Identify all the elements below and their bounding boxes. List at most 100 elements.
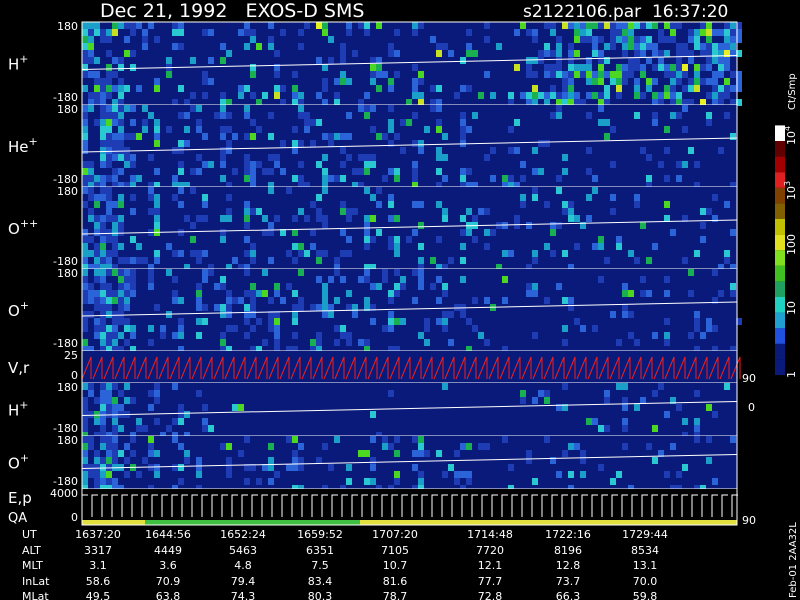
spectrogram-cell bbox=[94, 71, 100, 78]
axis-top: 180 bbox=[57, 185, 78, 198]
spectrogram-cell bbox=[106, 92, 112, 99]
spectrogram-cell bbox=[100, 332, 106, 339]
spectrogram-cell bbox=[82, 478, 88, 485]
spectrogram-cell bbox=[322, 78, 328, 85]
spectrogram-cell bbox=[730, 29, 736, 36]
spectrogram-cell bbox=[136, 418, 142, 425]
spectrogram-cell bbox=[556, 36, 562, 43]
spectrogram-cell bbox=[106, 236, 112, 243]
spectrogram-cell bbox=[508, 147, 514, 154]
spectrogram-cell bbox=[340, 325, 346, 332]
spectrogram-cell bbox=[526, 264, 532, 271]
spectrogram-cell bbox=[316, 92, 322, 99]
spectrogram-cell bbox=[652, 457, 658, 464]
spectrogram-cell bbox=[442, 311, 448, 318]
spectrogram-cell bbox=[88, 99, 94, 106]
spectrogram-cell bbox=[220, 229, 226, 236]
spectrogram-cell bbox=[316, 332, 322, 339]
spectrogram-cell bbox=[106, 126, 112, 133]
spectrogram-cell bbox=[268, 133, 274, 140]
spectrogram-cell bbox=[490, 92, 496, 99]
spectrogram-cell bbox=[298, 182, 304, 189]
spectrogram-cell bbox=[364, 168, 370, 175]
spectrogram-cell bbox=[538, 92, 544, 99]
spectrogram-cell bbox=[676, 71, 682, 78]
spectrogram-cell bbox=[256, 43, 262, 50]
panel-label: O++ bbox=[8, 217, 38, 238]
spectrogram-cell bbox=[352, 182, 358, 189]
spectrogram-cell bbox=[322, 133, 328, 140]
spectrogram-cell bbox=[310, 243, 316, 250]
spectrogram-cell bbox=[592, 418, 598, 425]
spectrogram-cell bbox=[406, 119, 412, 126]
spectrogram-cell bbox=[352, 168, 358, 175]
spectrogram-cell bbox=[154, 464, 160, 471]
spectrogram-cell bbox=[112, 175, 118, 182]
spectrogram-cell bbox=[292, 290, 298, 297]
spectrogram-cell bbox=[292, 92, 298, 99]
spectrogram-cell bbox=[346, 78, 352, 85]
spectrogram-cell bbox=[310, 346, 316, 353]
spectrogram-cell bbox=[652, 112, 658, 119]
spectrogram-cell bbox=[322, 250, 328, 257]
spectrogram-cell bbox=[118, 22, 124, 29]
spectrogram-cell bbox=[322, 154, 328, 161]
spectrogram-cell bbox=[88, 182, 94, 189]
spectrogram-cell bbox=[268, 182, 274, 189]
spectrogram-cell bbox=[100, 397, 106, 404]
spectrogram-cell bbox=[562, 201, 568, 208]
panel-label-sup: + bbox=[20, 452, 29, 465]
spectrogram-cell bbox=[82, 383, 88, 390]
spectrogram-cell bbox=[298, 112, 304, 119]
spectrogram-cell bbox=[238, 85, 244, 92]
spectrogram-cell bbox=[700, 208, 706, 215]
spectrogram-cell bbox=[586, 57, 592, 64]
spectrogram-cell bbox=[196, 471, 202, 478]
spectrogram-cell bbox=[358, 168, 364, 175]
spectrogram-cell bbox=[442, 318, 448, 325]
spectrogram-cell bbox=[712, 50, 718, 57]
spectrogram-cell bbox=[124, 297, 130, 304]
spectrogram-cell bbox=[616, 471, 622, 478]
spectrogram-cell bbox=[664, 215, 670, 222]
spectrogram-cell bbox=[640, 36, 646, 43]
cell: 77.7 bbox=[478, 575, 503, 588]
spectrogram-cell bbox=[82, 411, 88, 418]
spectrogram-cell bbox=[112, 425, 118, 432]
qa-bar-green bbox=[145, 520, 360, 525]
spectrogram-cell bbox=[124, 339, 130, 346]
spectrogram-cell bbox=[652, 332, 658, 339]
spectrogram-cell bbox=[646, 36, 652, 43]
spectrogram-cell bbox=[100, 78, 106, 85]
spectrogram-cell bbox=[106, 264, 112, 271]
spectrogram-cell bbox=[82, 133, 88, 140]
spectrogram-cell bbox=[100, 119, 106, 126]
spectrogram-cell bbox=[106, 147, 112, 154]
spectrogram-cell bbox=[616, 339, 622, 346]
cell: 3.6 bbox=[159, 559, 177, 572]
spectrogram-cell bbox=[670, 443, 676, 450]
spectrogram-cell bbox=[388, 311, 394, 318]
spectrogram-cell bbox=[448, 50, 454, 57]
spectrogram-cell bbox=[604, 397, 610, 404]
spectrogram-cell bbox=[100, 290, 106, 297]
spectrogram-cell bbox=[442, 264, 448, 271]
spectrogram-cell bbox=[598, 105, 604, 112]
spectrogram-cell bbox=[172, 276, 178, 283]
spectrogram-cell bbox=[538, 168, 544, 175]
qa-bar bbox=[82, 520, 737, 525]
spectrogram-cell bbox=[550, 64, 556, 71]
spectrogram-cell bbox=[112, 478, 118, 485]
spectrogram-cell bbox=[412, 450, 418, 457]
title: Dec 21, 1992 EXOS-D SMS bbox=[100, 0, 364, 22]
spectrogram-cell bbox=[190, 222, 196, 229]
spectrogram-cell bbox=[166, 126, 172, 133]
spectrogram-cell bbox=[250, 182, 256, 189]
spectrogram-cell bbox=[124, 154, 130, 161]
spectrogram-cell bbox=[196, 290, 202, 297]
spectrogram-cell bbox=[448, 311, 454, 318]
spectrogram-cell bbox=[556, 404, 562, 411]
spectrogram-cell bbox=[298, 464, 304, 471]
spectrogram-cell bbox=[250, 64, 256, 71]
spectrogram-cell bbox=[88, 411, 94, 418]
